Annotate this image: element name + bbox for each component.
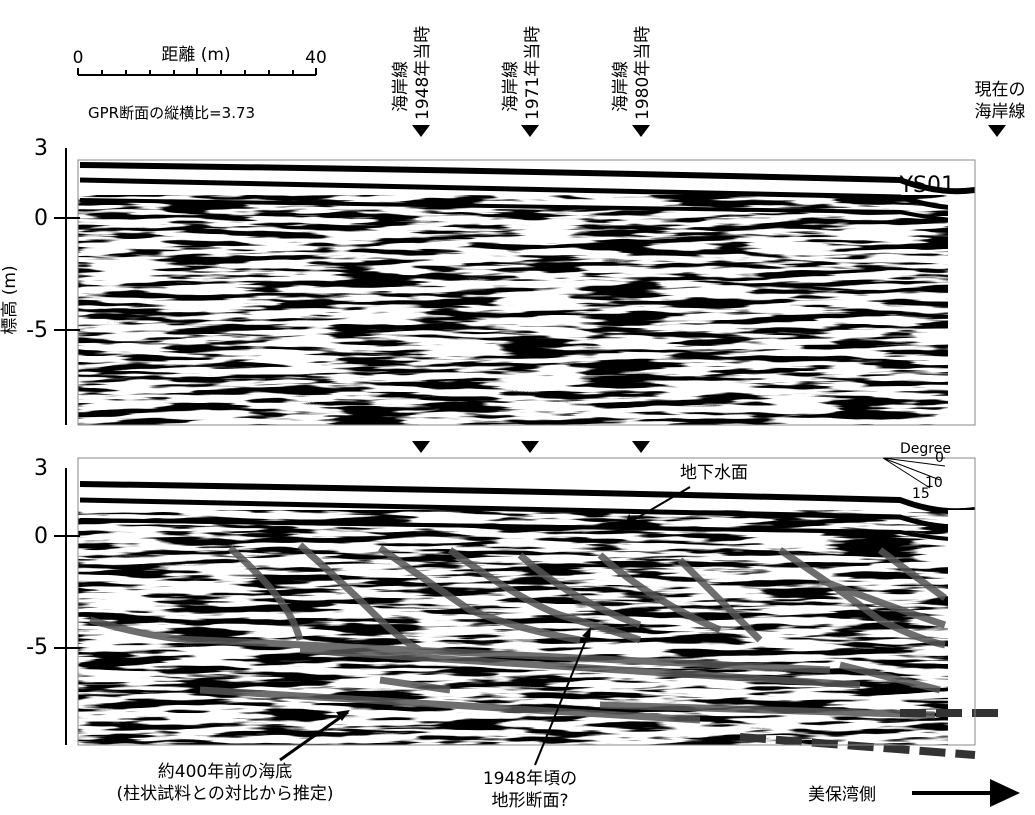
annotation: 1948年頃の: [483, 769, 577, 789]
figure: 0 40 距離 (m) GPR断面の縦横比=3.73 海岸線 1948年当時 海…: [0, 0, 1035, 811]
scale-end: 40: [305, 48, 327, 68]
shoreline-label: 海岸線: [501, 61, 521, 112]
scale-start: 0: [73, 48, 84, 68]
scale-title: 距離 (m): [161, 45, 230, 65]
shoreline-label: 1971年当時: [523, 26, 543, 120]
y-tick-label: -5: [26, 635, 48, 660]
y-axis-label: 標高 (m): [0, 265, 20, 334]
shoreline-labels: 海岸線 1948年当時 海岸線 1971年当時 海岸線 1980年当時: [391, 26, 653, 120]
upper-radargram: [78, 160, 975, 425]
y-tick-label: -5: [26, 318, 48, 343]
shoreline-label: 海岸線: [391, 61, 411, 112]
aspect-note: GPR断面の縦横比=3.73: [88, 104, 255, 122]
water-table-label: 地下水面: [680, 463, 748, 483]
shoreline-label: 1980年当時: [633, 26, 653, 120]
profile-label: YS01: [899, 173, 955, 198]
lower-radargram: [78, 458, 975, 745]
y-tick-label: 0: [34, 524, 48, 549]
degree-label: 0: [935, 450, 944, 466]
present-shoreline: 現在の: [975, 80, 1026, 100]
y-axis: [54, 468, 80, 745]
annotation: 地形断面?: [491, 791, 568, 811]
degree-label: 15: [912, 486, 930, 502]
present-shoreline: 海岸線: [975, 102, 1026, 122]
y-axis: [54, 148, 80, 425]
direction-label: 美保湾側: [808, 785, 876, 805]
direction-arrowhead: [990, 779, 1020, 807]
y-tick-label: 0: [34, 206, 48, 231]
shoreline-label: 海岸線: [611, 61, 631, 112]
y-tick-label: 3: [34, 456, 48, 481]
scale-bar: [78, 68, 316, 75]
y-axes: [54, 148, 80, 745]
annotation: (柱状試料との対比から推定): [116, 784, 333, 804]
shoreline-label: 1948年当時: [413, 26, 433, 120]
annotation: 約400年前の海底: [158, 762, 292, 782]
y-tick-label: 3: [34, 136, 48, 161]
